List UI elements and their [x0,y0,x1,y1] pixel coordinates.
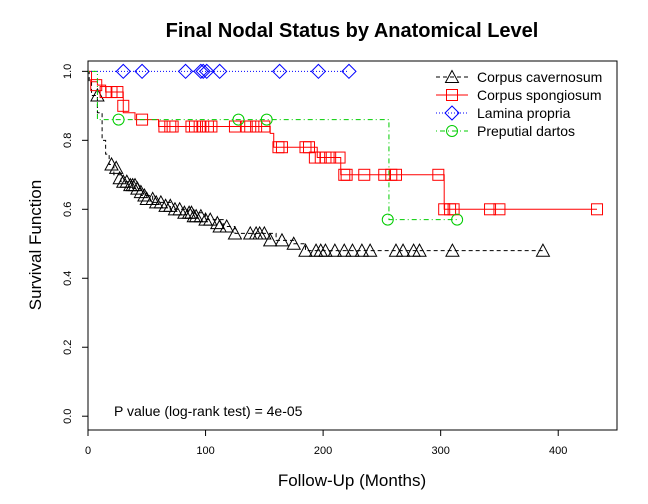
censor-marker-triangle [318,243,333,257]
legend-label: Preputial dartos [477,123,575,139]
censor-marker-circle [446,125,458,137]
plot-frame [87,60,618,431]
censor-marker-circle [260,113,273,126]
censor-marker-square [432,168,445,181]
censor-marker-triangle [286,236,302,250]
censor-marker-diamond [271,63,288,80]
censor-marker-triangle [219,218,235,233]
y-tick-label: 0.6 [62,202,74,217]
censor-marker-triangle [90,87,105,102]
censor-marker-triangle [327,243,343,257]
survival-step-line [88,70,458,221]
censor-marker-diamond [195,63,211,80]
chart-title: Final Nodal Status by Anatomical Level [166,20,539,42]
censor-marker-square [258,120,271,133]
x-axis-label: Follow-Up (Months) [278,471,426,490]
censor-marker-square [389,168,402,181]
series-lamina-propria [88,63,357,80]
legend-label: Corpus spongiosum [477,87,602,103]
censor-marker-square [117,99,130,112]
legend: Corpus cavernosum Corpus spongiosum Lamina… [436,69,602,139]
log-rank-annotation: P value (log-rank test) = 4e-05 [114,403,303,419]
censor-marker-triangle [445,243,460,257]
legend-label: Corpus cavernosum [477,69,602,85]
censor-marker-triangle [298,243,313,257]
series-layer [88,63,604,257]
x-tick-label: 400 [549,445,567,457]
censor-marker-square [358,168,371,181]
y-tick-label: 0.4 [62,271,74,286]
censor-marker-triangle [130,181,145,195]
censor-marker-triangle [256,225,272,240]
censor-marker-square [275,141,288,154]
censor-marker-square [484,203,497,216]
censor-marker-circle [112,113,125,126]
y-tick-label: 0.8 [62,133,74,148]
censor-marker-diamond [310,63,327,80]
censor-marker-triangle [444,69,460,84]
y-tick-label: 0.2 [62,340,74,355]
x-tick-label: 0 [85,445,91,457]
censor-marker-circle [381,213,394,226]
censor-marker-diamond [341,63,357,80]
censor-marker-triangle [412,243,427,257]
censor-marker-diamond [177,63,194,80]
censor-marker-triangle [362,243,378,257]
censor-marker-square [446,89,458,101]
censor-marker-square [205,120,218,133]
censor-marker-triangle [202,212,218,226]
x-axis: 0 100 200 300 400 [85,430,567,457]
censor-marker-triangle [104,156,119,171]
y-tick-label: 0.0 [62,409,74,424]
censor-marker-diamond [115,63,131,80]
series-preputial-dartos [88,70,464,226]
censor-marker-diamond [193,63,209,80]
legend-label: Lamina propria [477,105,571,121]
censor-marker-square [340,168,353,181]
censor-marker-triangle [184,205,199,219]
censor-marker-square [378,168,391,181]
censor-marker-diamond [199,63,215,80]
y-axis: 0.0 0.2 0.4 0.6 0.8 1.0 [62,64,88,424]
censor-marker-triangle [108,160,124,174]
series-corpus-cavernosum [88,70,551,257]
censor-marker-triangle [535,243,551,257]
censor-marker-circle [232,113,245,126]
censor-marker-triangle [395,243,411,257]
y-tick-label: 1.0 [62,64,74,79]
x-tick-label: 300 [431,445,449,457]
censor-marker-square [324,151,337,164]
censor-marker-diamond [211,63,228,80]
censor-marker-triangle [119,174,135,188]
censor-marker-square [166,120,179,133]
censor-marker-square [591,203,604,216]
censor-marker-diamond [444,105,460,121]
censor-marker-triangle [227,225,243,240]
series-corpus-spongiosum [88,70,604,216]
censor-marker-triangle [354,243,370,257]
censor-marker-triangle [274,232,290,247]
censor-marker-square [333,151,346,164]
x-tick-label: 100 [196,445,214,457]
censor-marker-square [493,203,506,216]
censor-marker-triangle [112,170,128,185]
censor-marker-triangle [145,191,160,205]
censor-marker-triangle [345,243,360,257]
censor-marker-square [111,86,124,99]
censor-marker-triangle [336,243,352,257]
censor-marker-square [228,120,241,133]
censor-marker-circle [451,213,464,226]
censor-marker-triangle [262,232,278,247]
censor-marker-square [250,120,263,133]
x-tick-label: 200 [314,445,332,457]
censor-marker-triangle [133,184,149,199]
y-axis-label: Survival Function [26,180,45,310]
censor-marker-square [90,79,103,92]
censor-marker-diamond [134,63,150,80]
